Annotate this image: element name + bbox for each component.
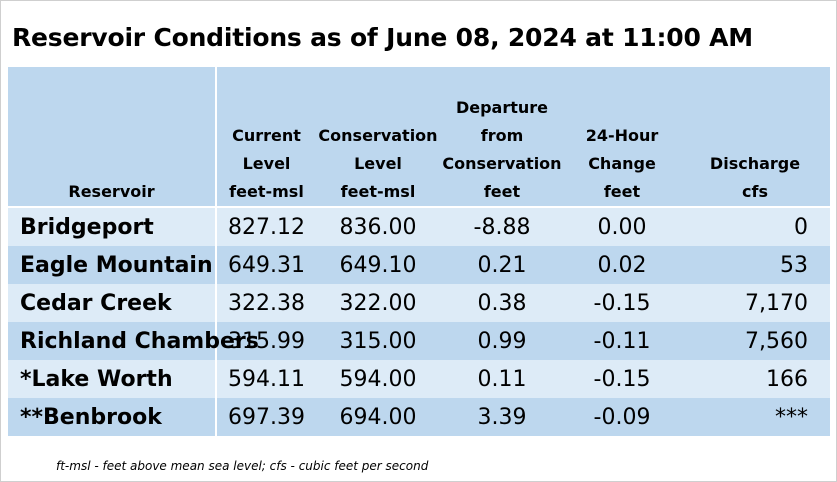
header-line: 24-Hour [585, 126, 659, 145]
reservoir-name: Eagle Mountain [8, 246, 217, 284]
current-level: 649.31 [216, 246, 316, 284]
header-line: feet-msl [229, 182, 304, 201]
reservoir-table: Reservoir Current Level feet-msl Conserv… [8, 67, 830, 436]
conservation-level: 649.10 [316, 246, 440, 284]
current-level: 315.99 [216, 322, 316, 360]
column-header-departure: Departure from Conservation feet [440, 67, 564, 208]
discharge-value: 0 [680, 207, 830, 246]
conservation-level: 694.00 [316, 398, 440, 436]
discharge-value: *** [680, 398, 830, 436]
column-header-24-hour-change: 24-Hour Change feet [564, 67, 680, 208]
reservoir-name: **Benbrook [8, 398, 217, 436]
header-line: Discharge [709, 154, 801, 173]
header-line: Level [354, 154, 402, 173]
discharge-value: 53 [680, 246, 830, 284]
current-level: 697.39 [216, 398, 316, 436]
column-header-current-level: Current Level feet-msl [216, 67, 316, 208]
current-level: 827.12 [216, 207, 316, 246]
header-line: feet [483, 182, 521, 201]
header-line: from [480, 126, 524, 145]
discharge-value: 166 [680, 360, 830, 398]
departure-value: 0.38 [440, 284, 564, 322]
change-value: -0.09 [564, 398, 680, 436]
table-row: Richland Chambers 315.99 315.00 0.99 -0.… [8, 322, 830, 360]
header-line: feet [603, 182, 641, 201]
table-row: **Benbrook 697.39 694.00 3.39 -0.09 *** [8, 398, 830, 436]
reservoir-name: Cedar Creek [8, 284, 217, 322]
change-value: -0.11 [564, 322, 680, 360]
current-level: 322.38 [216, 284, 316, 322]
header-line: cfs [742, 182, 768, 201]
column-header-conservation-level: Conservation Level feet-msl [316, 67, 440, 208]
change-value: -0.15 [564, 284, 680, 322]
conservation-level: 594.00 [316, 360, 440, 398]
column-header-reservoir: Reservoir [8, 67, 217, 208]
change-value: -0.15 [564, 360, 680, 398]
header-line: feet-msl [340, 182, 416, 201]
departure-value: 3.39 [440, 398, 564, 436]
departure-value: 0.99 [440, 322, 564, 360]
header-line: Change [588, 154, 656, 173]
column-header-discharge: Discharge cfs [680, 67, 830, 208]
header-line: Conservation [442, 154, 562, 173]
header-line: Departure [455, 98, 549, 117]
departure-value: 0.21 [440, 246, 564, 284]
discharge-value: 7,170 [680, 284, 830, 322]
table-row: Cedar Creek 322.38 322.00 0.38 -0.15 7,1… [8, 284, 830, 322]
reservoir-name: Bridgeport [8, 207, 217, 246]
change-value: 0.00 [564, 207, 680, 246]
table-header-row: Reservoir Current Level feet-msl Conserv… [8, 67, 830, 208]
current-level: 594.11 [216, 360, 316, 398]
table-row: Eagle Mountain 649.31 649.10 0.21 0.02 5… [8, 246, 830, 284]
departure-value: -8.88 [440, 207, 564, 246]
table-row: Bridgeport 827.12 836.00 -8.88 0.00 0 [8, 207, 830, 246]
reservoir-name: *Lake Worth [8, 360, 217, 398]
header-line: Current [232, 126, 301, 145]
header-line: Level [242, 154, 291, 173]
footnote: ft-msl - feet above mean sea level; cfs … [56, 459, 429, 473]
discharge-value: 7,560 [680, 322, 830, 360]
page-title: Reservoir Conditions as of June 08, 2024… [12, 23, 753, 52]
departure-value: 0.11 [440, 360, 564, 398]
change-value: 0.02 [564, 246, 680, 284]
header-line: Reservoir [68, 182, 155, 201]
conservation-level: 836.00 [316, 207, 440, 246]
table-row: *Lake Worth 594.11 594.00 0.11 -0.15 166 [8, 360, 830, 398]
reservoir-name: Richland Chambers [8, 322, 259, 360]
header-line: Conservation [318, 126, 438, 145]
conservation-level: 322.00 [316, 284, 440, 322]
conservation-level: 315.00 [316, 322, 440, 360]
